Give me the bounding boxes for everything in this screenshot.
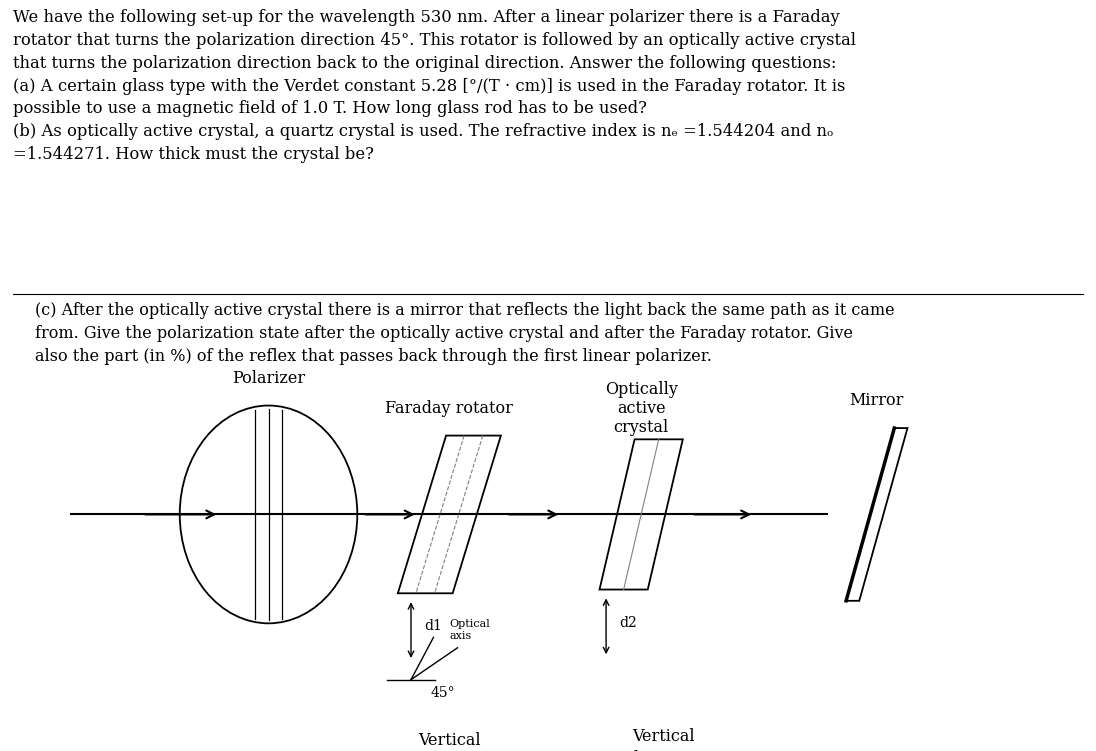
Text: Polarizer: Polarizer <box>232 369 305 387</box>
Text: We have the following set-up for the wavelength 530 nm. After a linear polarizer: We have the following set-up for the wav… <box>13 9 856 163</box>
Text: Optical: Optical <box>449 619 490 629</box>
Text: 45°: 45° <box>431 686 455 700</box>
Text: (c) After the optically active crystal there is a mirror that reflects the light: (c) After the optically active crystal t… <box>35 302 894 364</box>
Text: Mirror: Mirror <box>849 392 904 409</box>
Text: Vertical
polarization: Vertical polarization <box>615 728 711 751</box>
Text: d1: d1 <box>424 620 442 633</box>
Text: d2: d2 <box>619 616 637 629</box>
Text: Faraday rotator: Faraday rotator <box>386 400 513 417</box>
Text: active: active <box>617 400 665 417</box>
Text: crystal: crystal <box>614 418 669 436</box>
Text: axis: axis <box>449 631 471 641</box>
Text: Optically: Optically <box>605 381 677 398</box>
Text: Vertical
polarization: Vertical polarization <box>401 732 498 751</box>
